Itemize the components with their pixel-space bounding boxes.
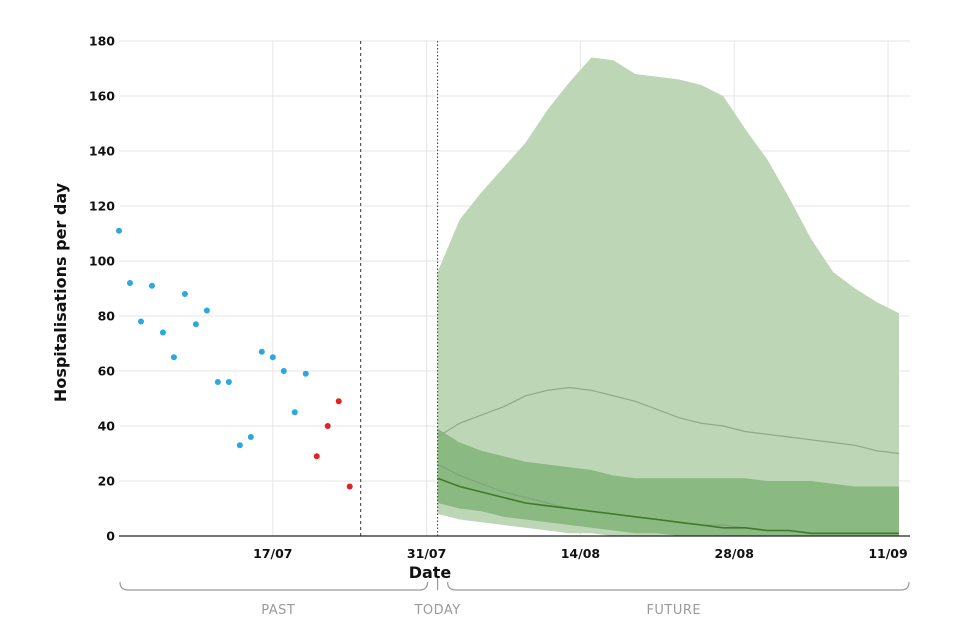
median-forecast-line (437, 477, 899, 535)
observed-point (247, 434, 254, 440)
observed-point (280, 368, 287, 374)
x-tick-label: 31/07 (407, 546, 446, 561)
observed-points (116, 227, 353, 490)
y-tick-label: 60 (98, 364, 116, 379)
x-tick-label: 28/08 (715, 546, 754, 561)
future-bracket (446, 581, 910, 591)
observed-point (137, 318, 144, 325)
observed-point (181, 291, 188, 297)
x-tick-label: 17/07 (253, 546, 292, 561)
y-tick-label: 80 (98, 309, 116, 324)
observed-point (225, 379, 232, 385)
observed-point (203, 307, 210, 314)
observed-point (148, 282, 155, 289)
y-tick-label: 140 (89, 144, 115, 159)
axes: 0 20 40 60 80 100 120 140 160 180 17/07 31/07 14/08 2… (89, 34, 910, 561)
x-tick-label: 11/09 (868, 546, 907, 561)
forecast-lines (437, 386, 900, 535)
recent-point (313, 453, 320, 460)
future-label: FUTURE (646, 603, 701, 618)
today-label: TODAY (413, 603, 460, 618)
observed-point (291, 409, 298, 416)
observed-point (116, 227, 122, 234)
observed-point (159, 329, 166, 336)
observed-point (126, 280, 133, 286)
observed-point (214, 379, 221, 385)
reference-lines (360, 41, 439, 536)
observed-point (258, 348, 265, 355)
past-label: PAST (261, 603, 295, 618)
y-tick-label: 180 (89, 34, 115, 49)
y-tick-label: 0 (106, 529, 115, 544)
observed-point (192, 321, 199, 328)
y-tick-label: 40 (98, 419, 116, 434)
y-tick-label: 100 (89, 254, 115, 269)
forecast-bands (437, 57, 899, 536)
observed-point (236, 442, 243, 449)
inner-forecast-band (437, 428, 899, 536)
y-tick-label: 20 (98, 474, 116, 489)
y-tick-label: 160 (89, 89, 115, 104)
observed-point (170, 354, 177, 361)
upper-scenario-line (437, 386, 900, 455)
x-tick-label: 14/08 (561, 546, 600, 561)
x-axis-title: Date (409, 563, 452, 582)
observed-point (269, 354, 276, 361)
y-axis-title: Hospitalisations per day (51, 182, 70, 402)
past-bracket (119, 581, 429, 591)
outer-forecast-band (437, 57, 899, 536)
y-tick-label: 120 (89, 199, 115, 214)
recent-point (335, 398, 342, 405)
recent-point (346, 483, 353, 490)
observed-point (302, 370, 309, 377)
period-brackets: PAST TODAY FUTURE (119, 578, 910, 618)
recent-point (324, 423, 331, 429)
